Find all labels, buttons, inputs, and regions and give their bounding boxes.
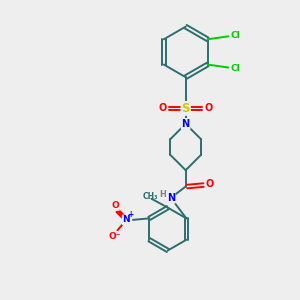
- Text: S: S: [182, 102, 190, 115]
- Text: N: N: [123, 215, 130, 224]
- Text: O: O: [206, 178, 214, 189]
- Text: O: O: [111, 201, 119, 210]
- Text: H: H: [159, 190, 166, 199]
- Text: N: N: [167, 193, 175, 203]
- Text: O⁻: O⁻: [109, 232, 122, 241]
- Text: N: N: [182, 119, 190, 129]
- Text: O: O: [204, 103, 213, 113]
- Text: +: +: [127, 210, 133, 219]
- Text: O: O: [159, 103, 167, 113]
- Text: CH₃: CH₃: [142, 192, 158, 201]
- Text: Cl: Cl: [231, 64, 241, 73]
- Text: Cl: Cl: [231, 31, 241, 40]
